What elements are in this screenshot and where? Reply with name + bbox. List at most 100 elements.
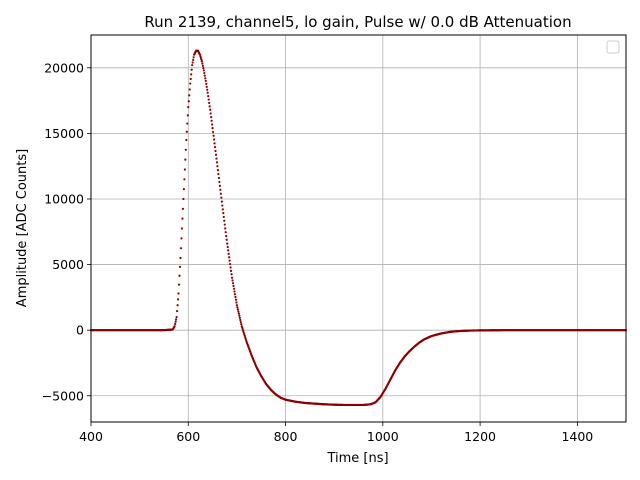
data-point: [204, 79, 207, 83]
data-point: [204, 77, 207, 80]
data-point: [209, 108, 212, 111]
data-point: [189, 77, 192, 81]
grid: [90, 35, 626, 422]
data-point: [234, 295, 237, 299]
data-point: [231, 282, 235, 285]
data-point: [216, 165, 219, 168]
data-point: [183, 168, 186, 171]
data-point: [203, 71, 206, 75]
data-point: [229, 262, 232, 266]
data-point: [192, 58, 195, 62]
data-point: [203, 74, 206, 77]
data-point: [220, 196, 223, 199]
data-point: [224, 231, 227, 234]
data-point: [180, 237, 183, 240]
data-point: [215, 161, 219, 164]
data-point: [234, 298, 238, 301]
data-point: [232, 287, 236, 290]
data-point: [221, 208, 224, 211]
data-point: [177, 283, 181, 286]
data-point: [223, 223, 226, 226]
data-point: [182, 197, 185, 201]
data-point: [237, 312, 240, 315]
chart-title: Run 2139, channel5, lo gain, Pulse w/ 0.…: [144, 13, 571, 31]
y-tick-label: 5000: [52, 257, 84, 272]
data-point: [239, 318, 242, 322]
data-point: [224, 227, 227, 230]
data-point: [187, 106, 190, 109]
x-tick-label: 800: [274, 429, 298, 444]
data-point: [191, 64, 194, 67]
legend-box: [606, 40, 620, 54]
data-point: [238, 314, 241, 317]
data-point: [188, 94, 191, 97]
y-tick-label: 0: [76, 323, 84, 338]
data-point: [186, 122, 189, 125]
y-tick-label: 15000: [44, 126, 84, 141]
data-point: [189, 82, 192, 85]
data-point: [201, 62, 204, 65]
data-point: [185, 130, 188, 133]
series-layer: [89, 49, 628, 407]
data-point: [190, 68, 193, 71]
x-tick-label: 1200: [464, 429, 496, 444]
data-point: [212, 138, 216, 141]
data-point: [200, 60, 203, 63]
data-point: [181, 217, 184, 220]
data-point: [233, 293, 237, 296]
data-point: [174, 320, 177, 323]
y-tick-label: 20000: [44, 60, 84, 75]
data-point: [239, 320, 242, 324]
data-point: [175, 318, 178, 321]
data-point: [236, 306, 239, 309]
data-point: [209, 112, 212, 115]
data-point: [177, 292, 180, 295]
data-point: [223, 219, 226, 222]
data-point: [219, 188, 222, 191]
data-point: [222, 212, 225, 215]
y-axis: −5000 0 5000 10000 15000 20000: [42, 60, 91, 403]
data-point: [182, 188, 185, 191]
data-point: [191, 61, 194, 64]
data-point: [201, 64, 204, 67]
data-point: [238, 316, 241, 319]
data-point: [206, 88, 209, 91]
data-point: [185, 138, 188, 142]
x-axis: 400 600 800 1000 1200 1400: [79, 422, 593, 444]
data-point: [217, 176, 221, 180]
data-point: [190, 73, 193, 76]
data-point: [221, 204, 224, 207]
data-point: [232, 284, 235, 288]
data-point: [225, 238, 228, 241]
data-point: [179, 256, 182, 260]
data-point: [174, 322, 177, 326]
data-series: [89, 49, 628, 407]
data-point: [181, 207, 185, 210]
y-tick-label: −5000: [42, 388, 84, 403]
data-point: [216, 169, 220, 172]
data-point: [202, 67, 205, 70]
data-point: [192, 56, 195, 59]
data-point: [235, 304, 239, 307]
x-tick-label: 1000: [367, 429, 399, 444]
data-point: [213, 142, 216, 145]
data-point: [240, 323, 243, 326]
data-point: [230, 273, 233, 276]
data-point: [188, 88, 191, 91]
x-tick-label: 400: [79, 429, 103, 444]
data-point: [208, 101, 211, 105]
data-point: [205, 85, 208, 88]
y-tick-label: 10000: [44, 191, 84, 206]
data-point: [187, 100, 190, 103]
plot-area: [91, 35, 626, 422]
data-point: [210, 116, 213, 119]
data-point: [211, 123, 214, 126]
data-point: [230, 276, 234, 279]
data-point: [219, 192, 222, 195]
data-point: [222, 215, 225, 219]
data-point: [180, 227, 184, 230]
data-point: [214, 149, 217, 153]
data-point: [226, 242, 229, 245]
data-point: [213, 146, 217, 149]
